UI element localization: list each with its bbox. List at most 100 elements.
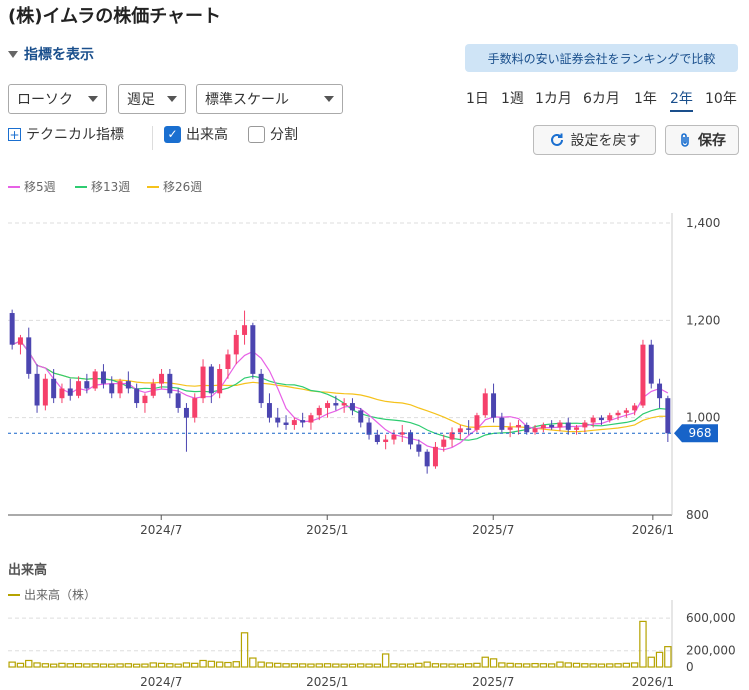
candle-body <box>208 366 214 394</box>
candle-down <box>524 422 530 435</box>
volume-bar <box>265 662 274 668</box>
x-tick-label: 2026/1 <box>632 523 674 537</box>
legend-ma13-label: 移13週 <box>91 180 131 194</box>
period-1d[interactable]: 1日 <box>466 91 489 107</box>
candle-up <box>159 369 165 389</box>
candle-body <box>42 378 48 406</box>
volume-bar <box>257 661 265 668</box>
candle-down <box>26 327 32 379</box>
volume-bar <box>440 663 448 668</box>
candle-up <box>632 403 638 416</box>
broker-ranking-button[interactable]: 手数料の安い証券会社をランキングで比較 <box>465 44 738 72</box>
candle-body <box>466 428 472 430</box>
plus-icon: + <box>8 127 21 142</box>
ma5-swatch <box>8 185 20 188</box>
chart-type-value: ローソク <box>17 92 73 108</box>
volume-bar <box>199 659 207 668</box>
chevron-down-icon <box>167 96 177 102</box>
volume-checkbox[interactable]: ✓ 出来高 <box>164 124 228 144</box>
volume-bar <box>581 663 589 668</box>
volume-bar <box>149 662 157 668</box>
candle-up <box>217 364 223 399</box>
candle-body <box>92 371 98 389</box>
save-button[interactable]: 保存 <box>665 125 739 155</box>
candle-body <box>76 381 82 396</box>
volume-bar <box>207 660 216 668</box>
candle-body <box>565 422 571 430</box>
volume-bar <box>232 661 240 668</box>
candle-body <box>275 417 281 423</box>
candle-body <box>250 325 256 374</box>
candle-up <box>142 393 148 413</box>
period-10y[interactable]: 10年 <box>705 91 737 107</box>
volume-x-tick-label: 2026/1 <box>632 675 674 689</box>
candle-down <box>349 398 355 416</box>
candle-down <box>300 412 306 428</box>
volume-bar <box>49 663 58 668</box>
candle-down <box>9 309 15 350</box>
period-6m[interactable]: 6カ月 <box>583 91 620 107</box>
volume-bar <box>398 663 406 668</box>
candle-body <box>640 344 646 406</box>
candle-body <box>117 381 123 394</box>
volume-bar <box>298 663 307 668</box>
triangle-down-icon <box>8 50 18 58</box>
chart-type-select[interactable]: ローソク <box>8 84 107 114</box>
candle-body <box>598 417 604 421</box>
period-1y[interactable]: 1年 <box>634 91 657 107</box>
indicator-toggle[interactable]: 指標を表示 <box>8 44 94 64</box>
candle-body <box>366 422 372 435</box>
volume-bar <box>240 632 249 668</box>
candle-down <box>275 407 281 428</box>
legend-ma26-label: 移26週 <box>163 180 203 194</box>
candle-body <box>590 417 596 423</box>
candle-body <box>408 432 414 445</box>
candle-down <box>598 415 604 425</box>
refresh-icon <box>550 133 563 146</box>
technical-indicator-button[interactable]: + テクニカル指標 <box>8 124 124 144</box>
candle-up <box>242 310 248 345</box>
candle-down <box>466 420 472 435</box>
x-tick-label: 2025/1 <box>306 523 348 537</box>
volume-bar <box>373 663 382 668</box>
candle-body <box>524 424 530 433</box>
period-1w[interactable]: 1週 <box>501 91 524 107</box>
chevron-down-icon <box>324 96 334 102</box>
candle-up <box>432 442 438 469</box>
candle-body <box>532 428 538 433</box>
candle-body <box>308 415 314 423</box>
candle-down <box>665 395 671 442</box>
candle-body <box>59 388 65 399</box>
current-price-tag <box>674 424 718 443</box>
volume-checkbox-label: 出来高 <box>186 127 228 143</box>
candle-body <box>657 383 663 399</box>
volume-bar <box>523 663 531 668</box>
candle-down <box>333 395 339 411</box>
scale-value: 標準スケール <box>205 92 289 108</box>
volume-bar <box>630 662 639 668</box>
candle-down <box>167 369 173 399</box>
volume-bar <box>191 662 199 668</box>
volume-bar <box>182 662 191 668</box>
candle-down <box>51 369 57 404</box>
reset-settings-button[interactable]: 設定を戻す <box>533 125 656 155</box>
candle-body <box>441 439 447 447</box>
candle-down <box>657 378 663 408</box>
period-2y[interactable]: 2年 <box>670 88 693 112</box>
candle-down <box>565 417 571 435</box>
volume-bar <box>16 662 25 668</box>
candle-body <box>582 422 588 428</box>
scale-select[interactable]: 標準スケール <box>196 84 343 114</box>
interval-select[interactable]: 週足 <box>118 84 186 114</box>
volume-bar <box>274 662 282 668</box>
period-1m[interactable]: 1カ月 <box>535 91 572 107</box>
candle-up <box>325 400 331 418</box>
volume-bar <box>340 663 348 668</box>
candle-down <box>67 378 73 401</box>
volume-bar <box>423 661 431 668</box>
volume-bar <box>390 663 398 668</box>
y-tick-label: 1,200 <box>686 313 720 327</box>
volume-bar <box>556 661 564 668</box>
split-checkbox[interactable]: 分割 <box>248 124 298 144</box>
volume-bar <box>464 663 473 668</box>
